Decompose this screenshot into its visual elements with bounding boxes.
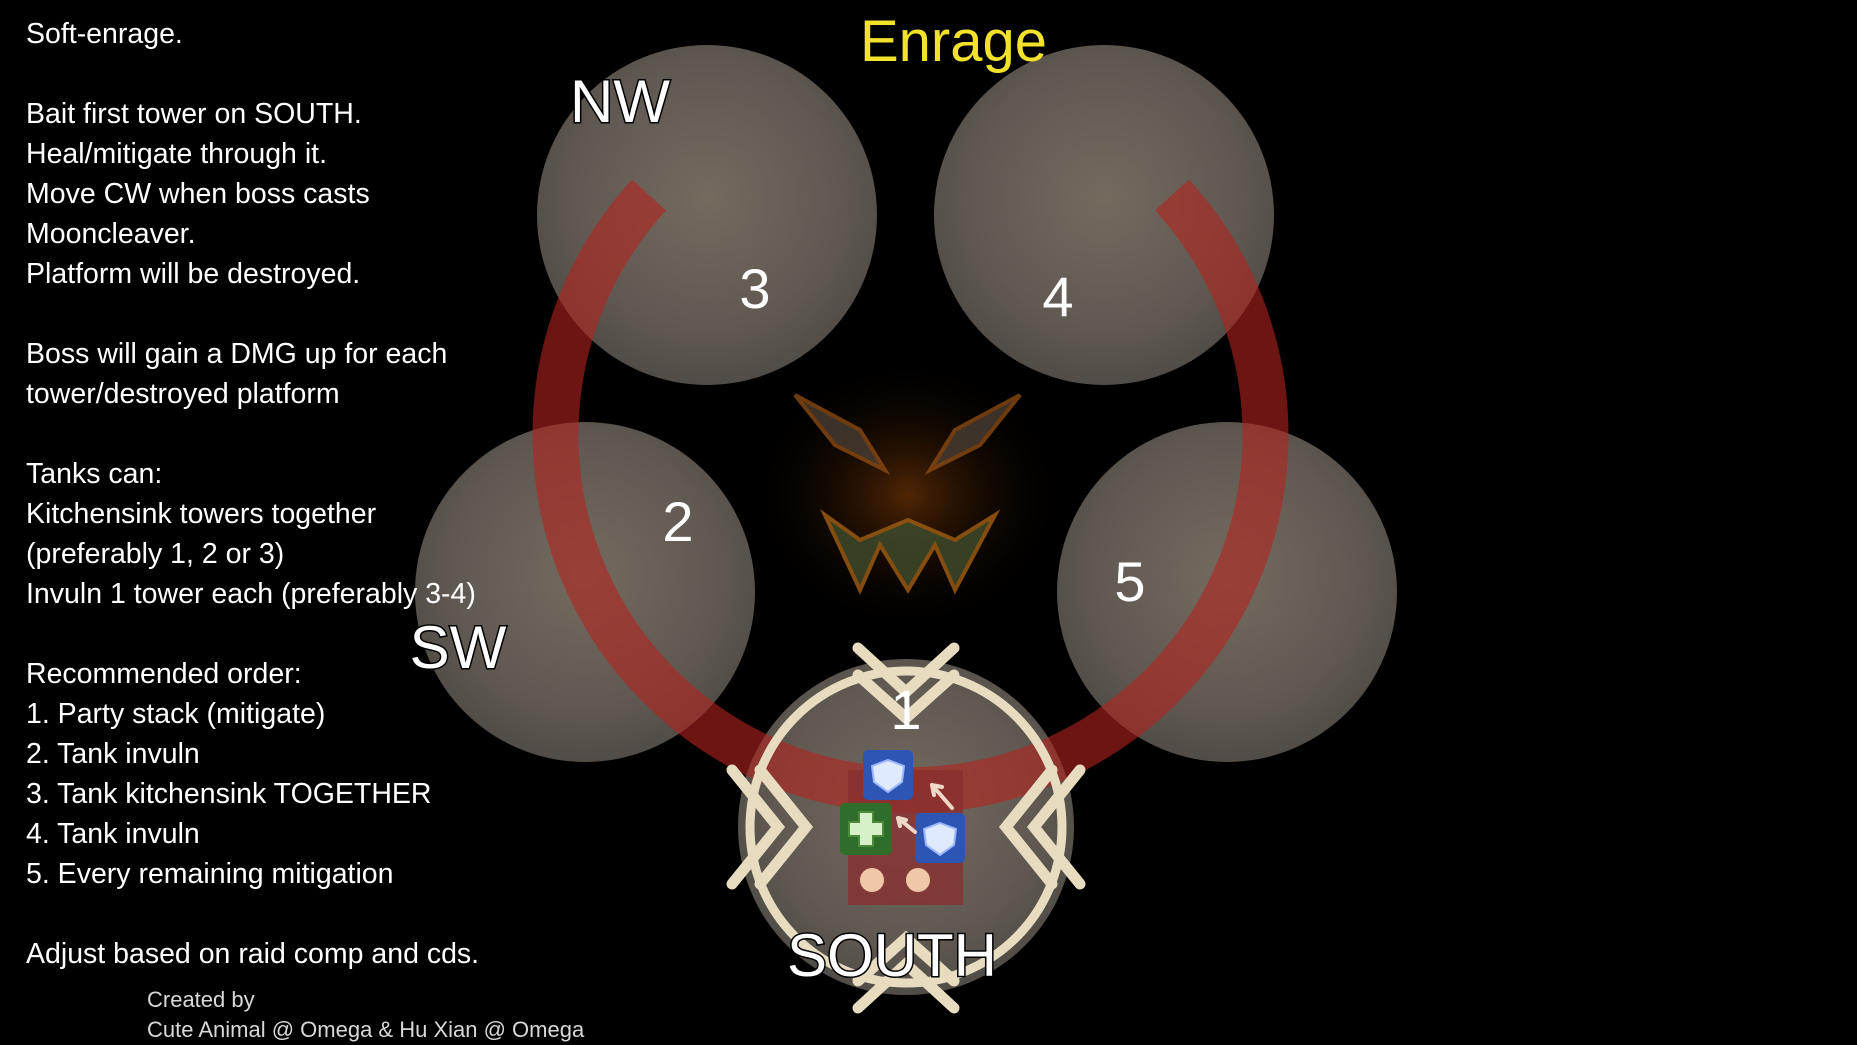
credits-authors: Cute Animal @ Omega & Hu Xian @ Omega bbox=[147, 1017, 585, 1042]
note-line: Bait first tower on SOUTH. bbox=[26, 98, 362, 130]
direction-label-nw: NW bbox=[570, 68, 670, 135]
strategy-notes: Soft-enrage. Bait first tower on SOUTH. He… bbox=[26, 14, 479, 974]
note-line: 2. Tank invuln bbox=[26, 738, 200, 770]
credits: Created by Cute Animal @ Omega & Hu Xian… bbox=[147, 985, 584, 1045]
shield-icon bbox=[922, 821, 958, 857]
fist-icon bbox=[860, 868, 884, 892]
note-line: 1. Party stack (mitigate) bbox=[26, 698, 326, 730]
arrow-icon bbox=[930, 783, 954, 810]
fist-icon bbox=[906, 868, 930, 892]
note-spacer bbox=[26, 294, 479, 334]
note-line: 4. Tank invuln bbox=[26, 818, 200, 850]
note-line: (preferably 1, 2 or 3) bbox=[26, 538, 285, 570]
platform-nw bbox=[537, 45, 877, 385]
platform-number-4: 4 bbox=[1042, 265, 1073, 328]
note-line: Adjust based on raid comp and cds. bbox=[26, 938, 480, 970]
note-line: Soft-enrage. bbox=[26, 18, 183, 50]
note-line: Move CW when boss casts bbox=[26, 178, 370, 210]
note-spacer bbox=[26, 614, 479, 654]
page-title: Enrage bbox=[859, 9, 1048, 74]
shield-icon bbox=[870, 758, 906, 794]
note-line: Invuln 1 tower each (preferably 3-4) bbox=[26, 578, 476, 610]
note-spacer bbox=[26, 894, 479, 934]
note-line: Tanks can: bbox=[26, 458, 163, 490]
platform-number-1: 1 bbox=[890, 678, 921, 741]
party-markers bbox=[840, 750, 965, 905]
note-line: Mooncleaver. bbox=[26, 218, 196, 250]
note-line: Platform will be destroyed. bbox=[26, 258, 361, 290]
credits-label: Created by bbox=[147, 987, 255, 1012]
note-line: Recommended order: bbox=[26, 658, 302, 690]
platform-number-5: 5 bbox=[1114, 550, 1145, 613]
platform-number-3: 3 bbox=[739, 257, 770, 320]
platform-ne bbox=[934, 45, 1274, 385]
note-line: Heal/mitigate through it. bbox=[26, 138, 327, 170]
south-markers bbox=[726, 642, 1086, 1014]
cross-icon bbox=[848, 811, 884, 847]
boss-emblem bbox=[748, 355, 1068, 635]
note-line: Boss will gain a DMG up for each bbox=[26, 338, 448, 370]
note-line: 3. Tank kitchensink TOGETHER bbox=[26, 778, 432, 810]
direction-label-sw: SW bbox=[410, 614, 507, 681]
note-line: 5. Every remaining mitigation bbox=[26, 858, 394, 890]
note-line: tower/destroyed platform bbox=[26, 378, 340, 410]
arrow-icon bbox=[896, 816, 917, 834]
note-line: Kitchensink towers together bbox=[26, 498, 377, 530]
note-spacer bbox=[26, 414, 479, 454]
direction-label-south: SOUTH bbox=[787, 922, 997, 989]
platform-number-2: 2 bbox=[662, 490, 693, 553]
